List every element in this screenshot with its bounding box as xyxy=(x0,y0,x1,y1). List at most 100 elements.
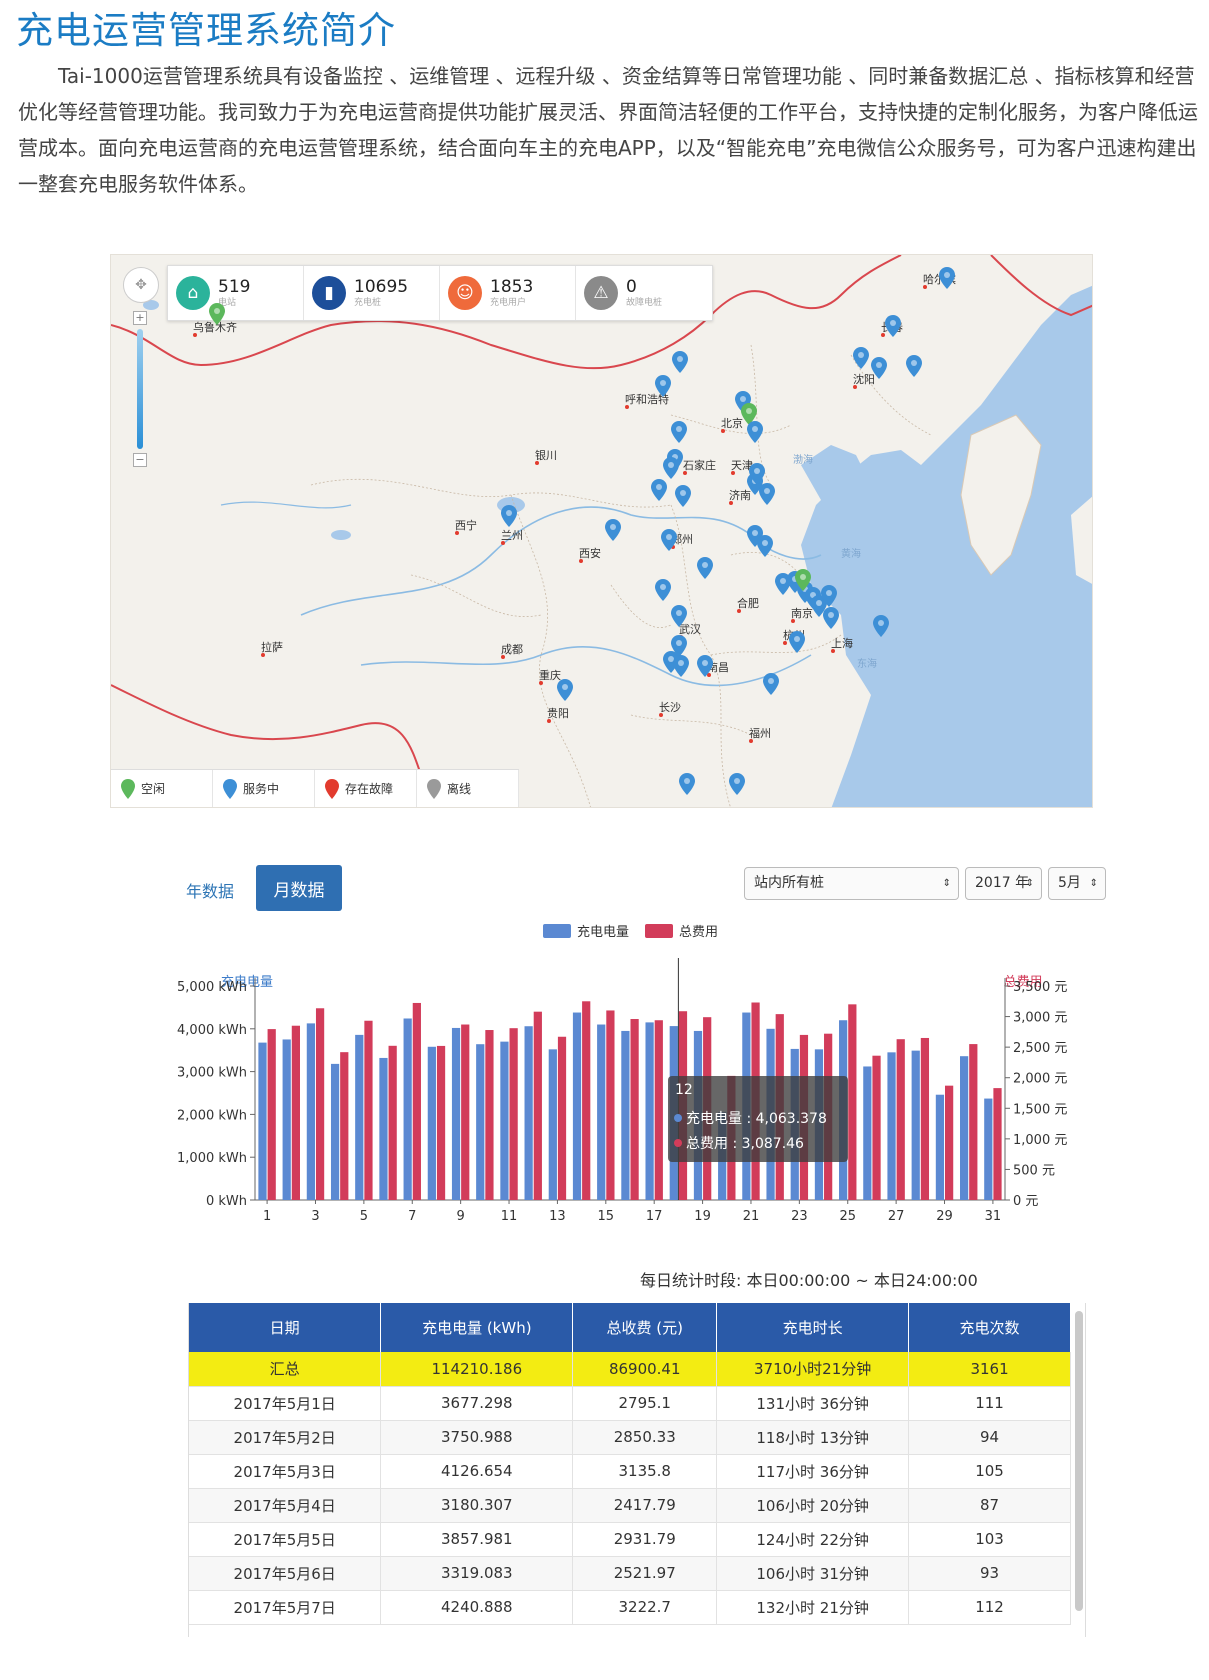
table-scrollbar[interactable] xyxy=(1075,1311,1083,1611)
city-label: 南京 xyxy=(791,607,813,620)
table-row[interactable]: 2017年5月3日 4126.654 3135.8 117小时 36分钟 105 xyxy=(189,1454,1071,1489)
stat-label: 电站 xyxy=(218,297,237,308)
zoom-track[interactable] xyxy=(137,329,143,449)
x-tick-label: 25 xyxy=(839,1209,856,1224)
column-header[interactable]: 充电电量 (kWh) xyxy=(380,1303,574,1352)
service-station-pin[interactable] xyxy=(501,505,517,527)
column-header[interactable]: 充电时长 xyxy=(716,1303,910,1352)
tooltip-title: 12 xyxy=(675,1082,693,1098)
x-tick-label: 13 xyxy=(549,1209,566,1224)
energy-bar xyxy=(427,1046,436,1200)
page-title: 充电运营管理系统简介 xyxy=(16,9,396,52)
legend-in-service[interactable]: 服务中 xyxy=(213,770,315,807)
city-label: 兰州 xyxy=(501,529,523,542)
stat-chargers: ▮ 10695 充电桩 xyxy=(304,266,440,320)
service-station-pin[interactable] xyxy=(729,773,745,795)
station-select[interactable]: 站内所有桩 ⇕ xyxy=(744,867,959,900)
table-cell: 3710小时21分钟 xyxy=(716,1352,910,1387)
legend-label: 服务中 xyxy=(243,782,280,796)
service-station-pin[interactable] xyxy=(885,315,901,337)
service-station-pin[interactable] xyxy=(697,557,713,579)
month-select[interactable]: 5月 ⇕ xyxy=(1048,867,1106,900)
map-zoom-slider[interactable]: + − xyxy=(131,311,149,481)
service-station-pin[interactable] xyxy=(759,483,775,505)
service-station-pin[interactable] xyxy=(821,585,837,607)
service-station-pin[interactable] xyxy=(675,485,691,507)
table-cell: 2017年5月4日 xyxy=(189,1488,382,1523)
service-station-pin[interactable] xyxy=(775,573,791,595)
service-station-pin[interactable] xyxy=(673,655,689,677)
legend-fault[interactable]: 存在故障 xyxy=(315,770,417,807)
left-tick-label: 1,000 kWh xyxy=(177,1151,247,1166)
city-label: 上海 xyxy=(831,637,853,650)
service-station-pin[interactable] xyxy=(655,579,671,601)
service-station-pin[interactable] xyxy=(651,479,667,501)
service-station-pin[interactable] xyxy=(671,605,687,627)
tab-year-data[interactable]: 年数据 xyxy=(186,882,235,901)
service-station-pin[interactable] xyxy=(697,655,713,677)
service-station-pin[interactable] xyxy=(789,631,805,653)
service-station-pin[interactable] xyxy=(763,673,779,695)
table-row[interactable]: 2017年5月2日 3750.988 2850.33 118小时 13分钟 94 xyxy=(189,1420,1071,1455)
table-row[interactable]: 2017年5月5日 3857.981 2931.79 124小时 22分钟 103 xyxy=(189,1522,1071,1557)
service-station-pin[interactable] xyxy=(757,535,773,557)
summary-row[interactable]: 汇总 114210.186 86900.41 3710小时21分钟 3161 xyxy=(189,1352,1071,1387)
table-cell: 2521.97 xyxy=(572,1556,718,1591)
service-station-pin[interactable] xyxy=(749,463,765,485)
service-station-pin[interactable] xyxy=(811,595,827,617)
daily-stats-table[interactable]: 日期 充电电量 (kWh) 总收费 (元) 充电时长 充电次数 汇总 114210.186… xyxy=(188,1303,1086,1637)
column-header[interactable]: 日期 xyxy=(189,1303,382,1352)
legend-swatch xyxy=(543,924,571,938)
service-station-pin[interactable] xyxy=(672,351,688,373)
city-dot xyxy=(501,541,505,545)
idle-station-pin[interactable] xyxy=(209,303,225,325)
table-row[interactable]: 2017年5月1日 3677.298 2795.1 131小时 36分钟 111 xyxy=(189,1386,1071,1421)
tab-month-data[interactable]: 月数据 xyxy=(256,865,342,911)
table-cell: 3677.298 xyxy=(380,1386,574,1421)
service-station-pin[interactable] xyxy=(605,519,621,541)
select-arrows-icon: ⇕ xyxy=(1089,878,1098,889)
city-label: 合肥 xyxy=(737,597,759,610)
energy-bar xyxy=(645,1022,654,1200)
service-station-pin[interactable] xyxy=(679,773,695,795)
service-station-pin[interactable] xyxy=(663,457,679,479)
column-header[interactable]: 充电次数 xyxy=(908,1303,1071,1352)
year-select-value: 2017 年 xyxy=(975,875,1030,891)
zoom-in-button[interactable]: + xyxy=(133,311,147,325)
service-station-pin[interactable] xyxy=(823,607,839,629)
service-station-pin[interactable] xyxy=(671,421,687,443)
zoom-out-button[interactable]: − xyxy=(133,453,147,467)
column-header[interactable]: 总收费 (元) xyxy=(572,1303,718,1352)
service-station-pin[interactable] xyxy=(853,347,869,369)
service-station-pin[interactable] xyxy=(655,375,671,397)
service-station-pin[interactable] xyxy=(906,355,922,377)
map-pan-control[interactable]: ✥ xyxy=(123,267,159,303)
service-station-pin[interactable] xyxy=(747,421,763,443)
city-dot xyxy=(193,333,197,337)
service-station-pin[interactable] xyxy=(873,615,889,637)
table-row[interactable]: 2017年5月7日 4240.888 3222.7 132小时 21分钟 112 xyxy=(189,1590,1071,1625)
service-station-pin[interactable] xyxy=(661,529,677,551)
table-row[interactable]: 2017年5月4日 3180.307 2417.79 106小时 20分钟 87 xyxy=(189,1488,1071,1523)
table-cell: 3750.988 xyxy=(380,1420,574,1455)
tooltip-dot xyxy=(674,1139,682,1147)
service-station-pin[interactable] xyxy=(871,357,887,379)
idle-station-pin[interactable] xyxy=(741,403,757,425)
city-dot xyxy=(659,713,663,717)
service-station-pin[interactable] xyxy=(939,267,955,289)
city-label: 拉萨 xyxy=(261,641,283,654)
year-select[interactable]: 2017 年 ⇕ xyxy=(965,867,1042,900)
idle-station-pin[interactable] xyxy=(795,569,811,591)
legend-idle[interactable]: 空闲 xyxy=(111,770,213,807)
energy-bar xyxy=(887,1052,896,1200)
service-station-pin[interactable] xyxy=(671,635,687,657)
table-cell: 3135.8 xyxy=(572,1454,718,1489)
service-station-pin[interactable] xyxy=(557,679,573,701)
table-cell: 94 xyxy=(908,1420,1071,1455)
table-cell: 3180.307 xyxy=(380,1488,574,1523)
stat-value: 0 xyxy=(626,276,637,297)
table-row[interactable]: 2017年5月6日 3319.083 2521.97 106小时 31分钟 93 xyxy=(189,1556,1071,1591)
legend-offline[interactable]: 离线 xyxy=(417,770,519,807)
